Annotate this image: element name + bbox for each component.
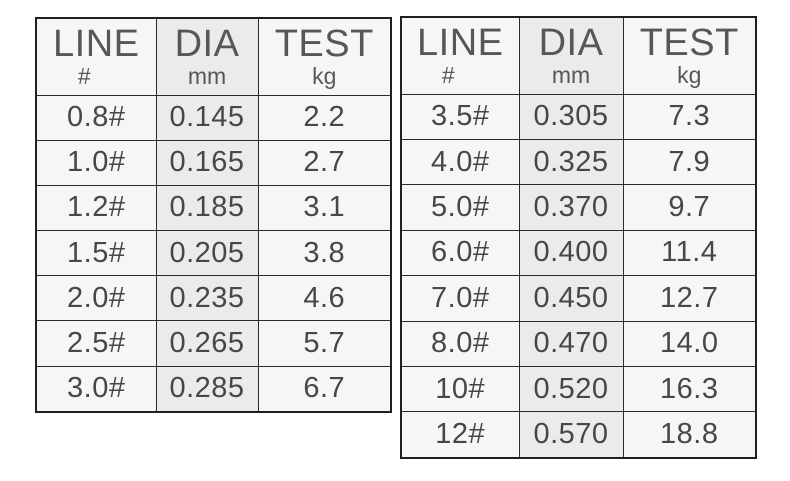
col-header-test-label: TEST <box>274 23 374 66</box>
dia-cell: 0.520 <box>518 365 624 413</box>
col-header-line: LINE # <box>35 17 157 96</box>
dia-cell: 0.325 <box>518 138 624 186</box>
table-row: 8.0# 0.470 14.0 <box>400 320 757 367</box>
table-row: 5.0# 0.370 9.7 <box>400 184 757 231</box>
header-row: LINE # DIA mm TEST kg <box>400 16 757 95</box>
table-row: 12# 0.570 18.8 <box>400 411 757 459</box>
col-header-dia: DIA mm <box>518 16 624 95</box>
line-cell: 3.0# <box>35 365 157 413</box>
col-header-dia-unit: mm <box>187 63 227 90</box>
test-cell: 16.3 <box>622 365 757 413</box>
test-cell: 7.9 <box>622 138 757 186</box>
test-cell: 5.7 <box>257 320 392 367</box>
dia-cell: 0.165 <box>155 139 259 186</box>
dia-cell: 0.265 <box>155 320 259 367</box>
test-cell: 4.6 <box>257 275 392 322</box>
table-row: 1.0# 0.165 2.7 <box>35 139 392 186</box>
col-header-test-unit: kg <box>677 62 702 89</box>
table-row: 4.0# 0.325 7.9 <box>400 138 757 186</box>
col-header-dia-unit: mm <box>551 62 591 89</box>
table-row: 2.5# 0.265 5.7 <box>35 320 392 367</box>
col-header-test: TEST kg <box>622 16 757 95</box>
col-header-line-label: LINE <box>53 23 140 66</box>
table-row: 6.0# 0.400 11.4 <box>400 229 757 277</box>
table-row: 3.0# 0.285 6.7 <box>35 365 392 413</box>
line-spec-table-left: LINE # DIA mm TEST kg 0.8# 0.145 2.2 <box>35 17 392 413</box>
dia-cell: 0.205 <box>155 230 259 277</box>
table-row: 1.2# 0.185 3.1 <box>35 184 392 232</box>
col-header-dia-label: DIA <box>538 22 604 65</box>
table-row: 0.8# 0.145 2.2 <box>35 94 392 141</box>
col-header-line-label: LINE <box>417 22 504 65</box>
dia-cell: 0.470 <box>518 320 624 367</box>
dia-cell: 0.450 <box>518 275 624 322</box>
line-cell: 10# <box>400 365 520 413</box>
dia-cell: 0.235 <box>155 275 259 322</box>
line-cell: 6.0# <box>400 229 520 277</box>
line-cell: 3.5# <box>400 93 520 140</box>
line-cell: 7.0# <box>400 275 520 322</box>
col-header-line-unit: # <box>441 62 455 89</box>
dia-cell: 0.145 <box>155 94 259 141</box>
table-row: 3.5# 0.305 7.3 <box>400 93 757 140</box>
table-row: 1.5# 0.205 3.8 <box>35 230 392 277</box>
line-cell: 1.2# <box>35 184 157 232</box>
test-cell: 3.8 <box>257 230 392 277</box>
test-cell: 14.0 <box>622 320 757 367</box>
line-cell: 1.0# <box>35 139 157 186</box>
test-cell: 3.1 <box>257 184 392 232</box>
test-cell: 6.7 <box>257 365 392 413</box>
line-cell: 12# <box>400 411 520 459</box>
col-header-line-unit: # <box>77 63 91 90</box>
test-cell: 18.8 <box>622 411 757 459</box>
line-cell: 0.8# <box>35 94 157 141</box>
col-header-dia-label: DIA <box>174 23 240 66</box>
dia-cell: 0.185 <box>155 184 259 232</box>
test-cell: 11.4 <box>622 229 757 277</box>
table-row: 7.0# 0.450 12.7 <box>400 275 757 322</box>
col-header-dia: DIA mm <box>155 17 259 96</box>
header-row: LINE # DIA mm TEST kg <box>35 17 392 96</box>
dia-cell: 0.400 <box>518 229 624 277</box>
table-row: 10# 0.520 16.3 <box>400 365 757 413</box>
col-header-test: TEST kg <box>257 17 392 96</box>
line-spec-table-right: LINE # DIA mm TEST kg 3.5# 0.305 7.3 <box>400 16 757 459</box>
dia-cell: 0.305 <box>518 93 624 140</box>
line-cell: 8.0# <box>400 320 520 367</box>
line-cell: 5.0# <box>400 184 520 231</box>
test-cell: 12.7 <box>622 275 757 322</box>
table-row: 2.0# 0.235 4.6 <box>35 275 392 322</box>
test-cell: 2.7 <box>257 139 392 186</box>
col-header-line: LINE # <box>400 16 520 95</box>
line-cell: 4.0# <box>400 138 520 186</box>
col-header-test-label: TEST <box>639 22 739 65</box>
test-cell: 9.7 <box>622 184 757 231</box>
dia-cell: 0.370 <box>518 184 624 231</box>
test-cell: 7.3 <box>622 93 757 140</box>
line-cell: 1.5# <box>35 230 157 277</box>
line-cell: 2.0# <box>35 275 157 322</box>
line-cell: 2.5# <box>35 320 157 367</box>
col-header-test-unit: kg <box>312 63 337 90</box>
test-cell: 2.2 <box>257 94 392 141</box>
dia-cell: 0.285 <box>155 365 259 413</box>
dia-cell: 0.570 <box>518 411 624 459</box>
